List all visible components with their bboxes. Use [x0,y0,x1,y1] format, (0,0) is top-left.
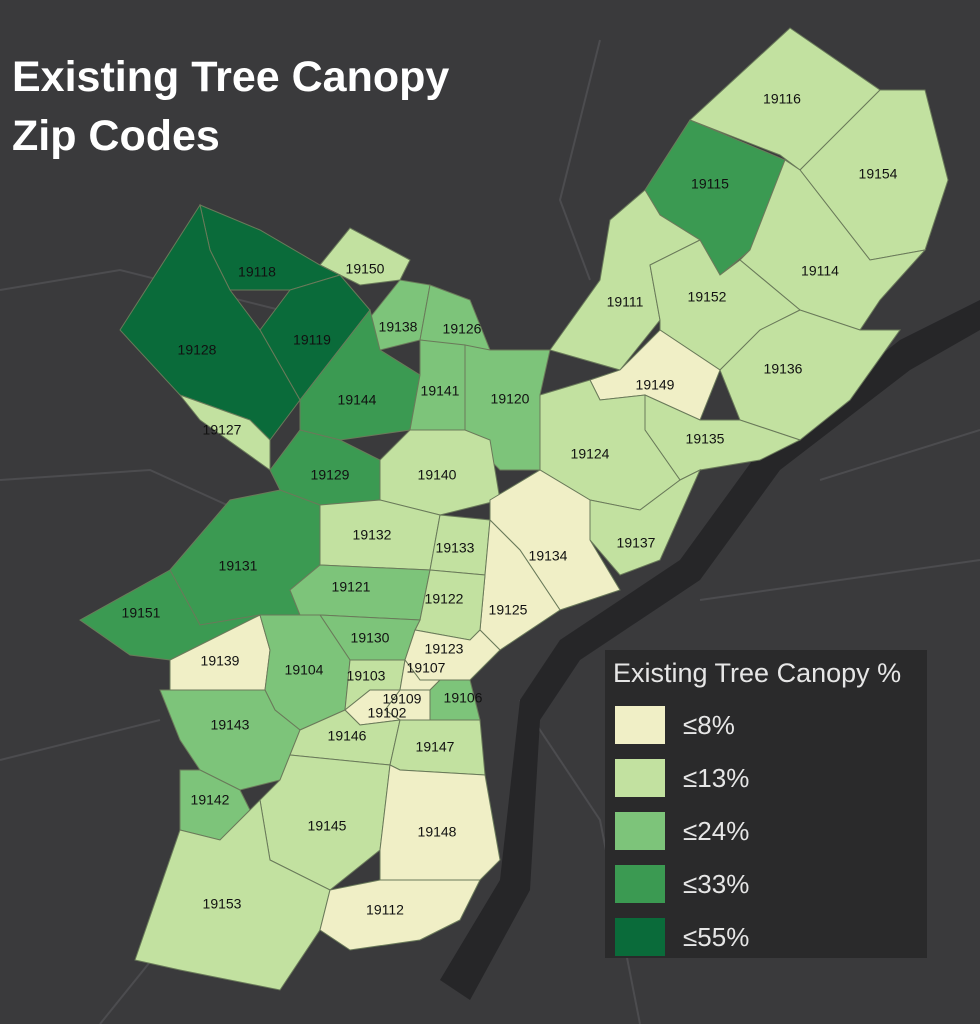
zip-area [319,879,481,951]
legend-box [605,650,927,958]
zip-area [134,798,331,991]
zip-label: 19111 [607,294,644,310]
zip-label: 19136 [764,361,803,377]
zip-label: 19116 [763,91,801,107]
zip-label: 19123 [425,641,464,657]
zip-label: 19139 [201,653,240,669]
legend-swatch [615,759,665,797]
zip-label: 19130 [351,630,390,646]
legend: Existing Tree Canopy % ≤8% ≤13% ≤24% ≤33% ≤5… [605,650,927,958]
zip-label: 19143 [211,717,250,733]
zip-label: 19149 [636,377,675,393]
zip-label: 19102 [368,705,407,721]
legend-label: ≤55% [683,922,749,952]
legend-title: Existing Tree Canopy % [613,658,901,688]
zip-label: 19120 [491,391,530,407]
legend-label: ≤33% [683,869,749,899]
zip-area [319,227,411,286]
legend-swatch [615,812,665,850]
zip-label: 19131 [219,558,258,574]
zip-label: 19132 [353,527,392,543]
zip-label: 19144 [338,392,377,408]
zip-label: 19103 [347,668,386,684]
zip-label: 19112 [366,902,404,918]
zip-label: 19125 [489,602,528,618]
zip-label: 19129 [311,467,350,483]
zip-label: 19148 [418,824,457,840]
zip-label: 19114 [801,263,839,279]
title-line: Existing Tree Canopy [12,53,449,101]
legend-label: ≤8% [683,710,735,740]
legend-swatch [615,918,665,956]
river [440,300,980,1000]
zip-label: 19152 [688,289,727,305]
zip-layer [79,27,949,991]
zip-label: 19126 [443,321,482,337]
zip-label: 19137 [617,535,656,551]
zip-label: 19146 [328,728,367,744]
zip-label: 19133 [436,540,475,556]
zip-label: 19134 [529,548,568,564]
zip-label: 19107 [407,660,446,676]
zip-label: 19127 [203,422,242,438]
zip-label: 19128 [178,342,217,358]
zip-label: 19115 [691,176,729,192]
zip-label: 19154 [859,166,898,182]
zip-label: 19106 [444,690,483,706]
zip-label: 19142 [191,792,230,808]
zip-label: 19145 [308,818,347,834]
zip-label: 19118 [238,264,276,280]
zip-label: 19153 [203,896,242,912]
legend-label: ≤13% [683,763,749,793]
zip-area [379,764,501,881]
legend-label: ≤24% [683,816,749,846]
zip-label: 19150 [346,261,385,277]
zip-label: 19135 [686,431,725,447]
zip-label: 19119 [293,332,331,348]
zip-area [549,189,702,371]
zip-label: 19121 [332,579,371,595]
legend-swatch [615,865,665,903]
title-line: Zip Codes [12,112,220,160]
zip-label: 19147 [416,739,455,755]
zip-label: 19151 [122,605,161,621]
zip-labels: 19116 19154 19115 19114 19111 19152 19136 19149… [122,91,898,918]
zip-label: 19109 [383,691,422,707]
zip-label: 19140 [418,467,457,483]
legend-swatch [615,706,665,744]
zip-label: 19104 [285,662,324,678]
zip-area [589,468,702,576]
zip-label: 19122 [425,591,464,607]
zip-label: 19138 [379,319,418,335]
zip-label: 19124 [571,446,610,462]
zip-area [178,393,271,471]
legend-items: ≤8% ≤13% ≤24% ≤33% ≤55% [615,706,749,956]
roads [0,39,980,1024]
zip-label: 19141 [421,383,460,399]
